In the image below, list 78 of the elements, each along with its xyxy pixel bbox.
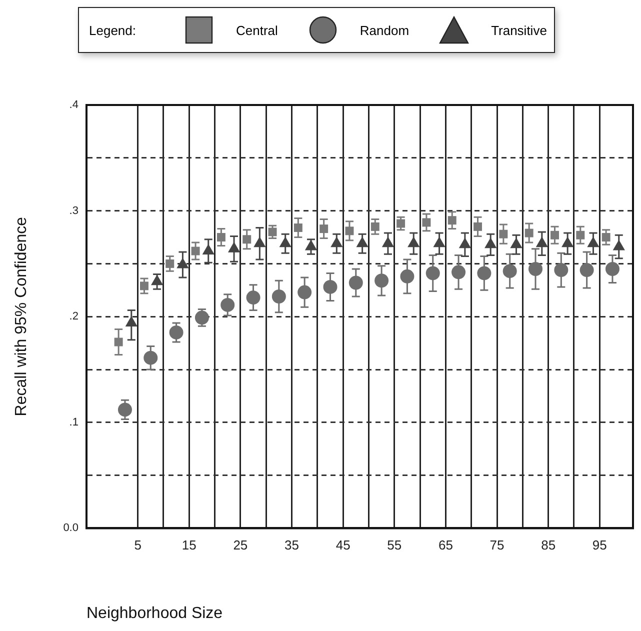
point	[576, 230, 585, 240]
point	[356, 236, 368, 248]
x-tick-label: 35	[284, 538, 299, 553]
x-tick-label: 85	[541, 538, 556, 553]
point	[140, 282, 148, 290]
point	[202, 244, 214, 255]
point	[422, 218, 431, 227]
point	[528, 262, 542, 276]
point	[345, 226, 354, 236]
point	[320, 224, 328, 234]
x-tick-label: 55	[387, 538, 402, 553]
x-axis-title: Neighborhood Size	[86, 604, 223, 622]
point	[612, 240, 625, 250]
point	[169, 325, 184, 340]
point	[114, 338, 123, 346]
x-tick-label: 45	[336, 538, 350, 553]
point	[550, 230, 559, 240]
point	[216, 233, 226, 242]
point	[330, 236, 343, 248]
legend-label: Transitive	[491, 22, 547, 38]
x-tick-label: 95	[592, 538, 607, 553]
point	[191, 246, 200, 256]
point	[510, 238, 522, 248]
point	[370, 222, 380, 231]
point	[502, 264, 517, 278]
y-tick-label: 0.0	[63, 522, 78, 534]
point	[524, 228, 534, 238]
point	[294, 223, 302, 232]
point	[426, 266, 440, 280]
point	[580, 263, 594, 278]
y-axis-title: Recall with 95% Confidence	[13, 216, 30, 416]
x-tick-label: 15	[182, 538, 196, 553]
point	[605, 262, 620, 276]
point	[246, 290, 260, 305]
legend-label: Central	[236, 22, 278, 38]
point	[242, 235, 252, 244]
point	[587, 236, 600, 248]
point	[562, 236, 574, 248]
point	[452, 265, 466, 280]
point	[304, 240, 318, 250]
point	[536, 236, 548, 248]
legend-label: Random	[360, 22, 410, 38]
point	[348, 276, 363, 290]
point	[228, 242, 240, 252]
point	[166, 259, 174, 268]
point	[220, 298, 235, 312]
point	[144, 350, 158, 365]
point	[458, 238, 472, 248]
point	[484, 238, 497, 248]
point	[602, 233, 610, 242]
point	[323, 280, 338, 294]
x-tick-label: 25	[233, 538, 248, 553]
point	[433, 236, 446, 248]
point	[400, 269, 414, 284]
point	[176, 258, 189, 268]
point	[474, 222, 482, 231]
point	[194, 310, 209, 325]
legend-title: Legend:	[89, 22, 136, 38]
point	[298, 285, 312, 300]
point	[554, 263, 568, 278]
x-tick-label: 75	[490, 538, 504, 553]
y-tick-label: .2	[69, 310, 78, 323]
x-tick-label: 65	[438, 538, 453, 553]
x-tick-label: 5	[134, 538, 142, 553]
point	[374, 274, 389, 288]
point	[408, 236, 420, 248]
y-tick-label: .4	[69, 99, 78, 112]
point	[279, 236, 292, 248]
point	[118, 402, 132, 417]
point	[477, 266, 492, 280]
point	[448, 216, 456, 225]
y-tick-label: .3	[69, 204, 78, 217]
point	[382, 236, 394, 248]
point	[499, 230, 508, 238]
y-tick-label: .1	[69, 416, 78, 428]
point	[150, 274, 164, 286]
point	[254, 236, 266, 248]
point	[272, 290, 286, 304]
